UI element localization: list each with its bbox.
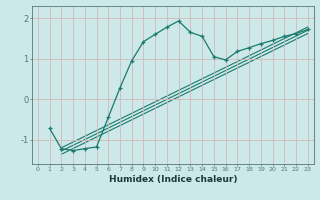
X-axis label: Humidex (Indice chaleur): Humidex (Indice chaleur)	[108, 175, 237, 184]
